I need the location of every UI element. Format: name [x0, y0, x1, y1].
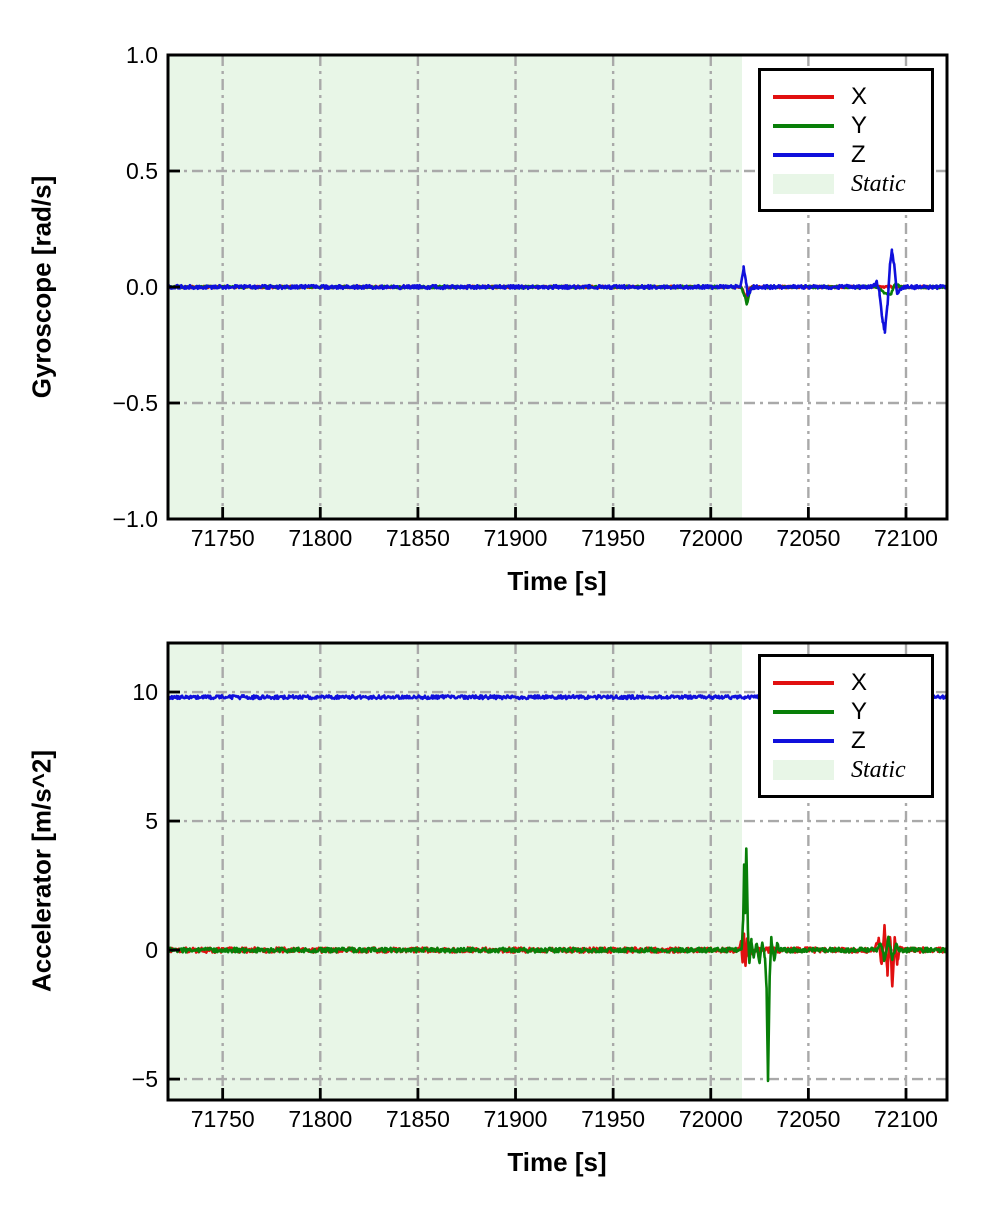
legend-label-x: X [851, 82, 868, 110]
x-tick-label: 72000 [679, 525, 743, 551]
chart-1: 71750 71800 71850 71900 71950 72000 72050 72100… [132, 641, 949, 1132]
legend-gyroscope: X Y Z Static [758, 68, 934, 212]
legend-swatch-x [773, 94, 834, 99]
axes-frame [166, 53, 949, 521]
legend-entry-y: Y [773, 697, 931, 726]
x-tick-label: 72050 [776, 525, 840, 551]
legend-label-z: Z [851, 726, 866, 754]
x-tick-label: 71850 [386, 525, 450, 551]
legend-entry-z: Z [773, 726, 931, 755]
legend-label-x: X [851, 668, 868, 696]
x-tick-label: 72100 [874, 1106, 938, 1132]
x-tick-label: 71950 [581, 1106, 645, 1132]
legend-swatch-z [773, 738, 834, 743]
y-tick-label: 0.5 [126, 158, 158, 184]
legend-swatch-static [773, 173, 834, 194]
static-region [168, 643, 742, 1100]
legend-entry-y: Y [773, 111, 931, 140]
x-tick-label: 71800 [288, 1106, 352, 1132]
legend-entry-static: Static [773, 169, 931, 198]
x-tick-label: 71950 [581, 525, 645, 551]
legend-swatch-static [773, 759, 834, 780]
x-tick-label: 71850 [386, 1106, 450, 1132]
legend-swatch-y [773, 123, 834, 128]
y-tick-label: 0.0 [126, 274, 158, 300]
y-tick-label: −0.5 [113, 390, 158, 416]
legend-swatch-z [773, 152, 834, 157]
x-tick-label: 71900 [484, 525, 548, 551]
x-axis-label-gyroscope: Time [s] [507, 566, 607, 596]
legend-entry-x: X [773, 668, 931, 697]
x-tick-label: 71750 [191, 525, 255, 551]
legend-label-z: Z [851, 140, 866, 168]
x-tick-label: 71900 [484, 1106, 548, 1132]
y-tick-label: 0 [145, 937, 158, 963]
legend-entry-static: Static [773, 755, 931, 784]
legend-swatch-x [773, 680, 834, 685]
y-tick-label: −1.0 [113, 506, 158, 532]
x-tick-label: 72100 [874, 525, 938, 551]
legend-label-y: Y [851, 111, 868, 139]
axes-frame [166, 641, 949, 1102]
x-tick-label: 71750 [191, 1106, 255, 1132]
y-axis-label-gyroscope: Gyroscope [rad/s] [26, 175, 57, 399]
series-z-line [168, 248, 947, 334]
legend-label-y: Y [851, 697, 868, 725]
y-axis-label-accelerator: Accelerator [m/s^2] [26, 749, 57, 993]
x-tick-label: 72050 [776, 1106, 840, 1132]
legend-label-static: Static [851, 170, 906, 197]
y-tick-label: −5 [132, 1066, 158, 1092]
y-tick-label: 10 [132, 679, 158, 705]
y-tick-label: 1.0 [126, 42, 158, 68]
legend-label-static: Static [851, 756, 906, 783]
series-y-line [168, 847, 947, 1083]
legend-entry-z: Z [773, 140, 931, 169]
x-axis-label-accelerator: Time [s] [507, 1147, 607, 1177]
x-tick-label: 72000 [679, 1106, 743, 1132]
legend-accelerator: X Y Z Static [758, 654, 934, 798]
legend-entry-x: X [773, 82, 931, 111]
y-tick-label: 5 [145, 808, 158, 834]
x-tick-label: 71800 [288, 525, 352, 551]
legend-swatch-y [773, 709, 834, 714]
